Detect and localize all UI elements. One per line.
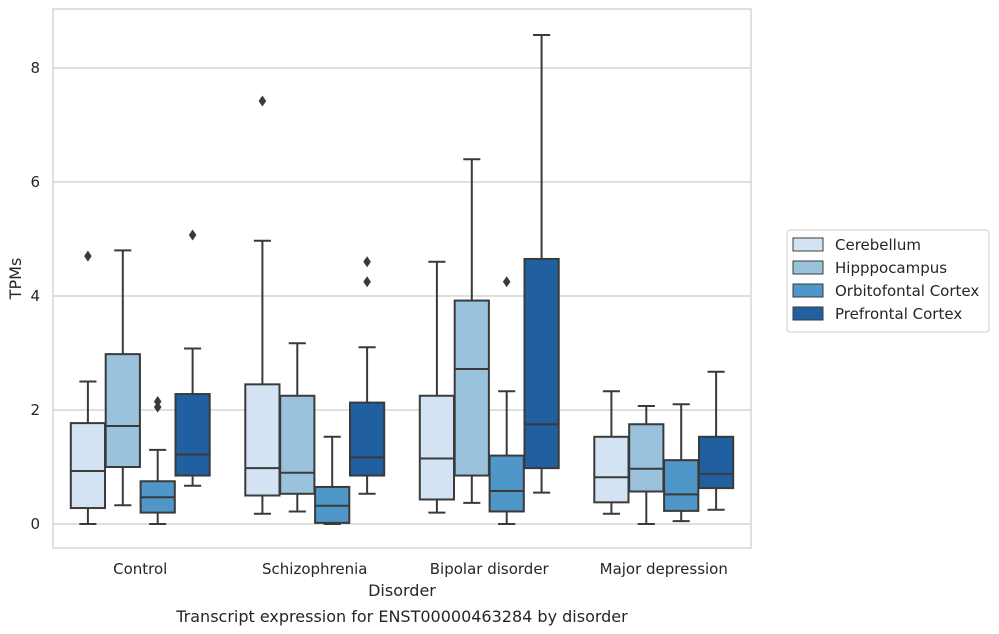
outlier-0 — [84, 250, 92, 262]
y-tick-labels: 0 2 4 6 8 — [30, 59, 40, 533]
box-iqr — [488, 454, 525, 513]
box-2-3 — [523, 33, 560, 494]
legend-label-2: Orbitofontal Cortex — [835, 282, 979, 300]
box-iqr — [348, 401, 386, 477]
y-axis-label: TPMs — [6, 258, 25, 301]
x-tick-1: Schizophrenia — [262, 560, 367, 578]
box-2-1 — [453, 158, 490, 504]
gridlines — [53, 67, 751, 525]
box-1-1 — [279, 342, 316, 513]
y-tick-6: 6 — [30, 173, 40, 191]
x-axis-label: Disorder — [368, 581, 436, 600]
box-iqr — [244, 383, 281, 497]
box-0-0 — [69, 250, 107, 525]
legend-swatch-1 — [792, 260, 824, 275]
box-iqr — [453, 299, 490, 477]
box-iqr — [279, 394, 316, 495]
box-0-2 — [139, 395, 176, 525]
outlier-1 — [153, 395, 162, 407]
legend-swatch-3 — [792, 306, 824, 321]
legend: Cerebellum Hipppocampus Orbitofontal Corte… — [786, 229, 990, 333]
box-iqr — [418, 394, 456, 501]
y-tick-4: 4 — [30, 287, 40, 305]
x-tick-labels: Control Schizophrenia Bipolar disorder Majo… — [113, 560, 728, 578]
box-iqr — [593, 435, 630, 504]
x-tick-2: Bipolar disorder — [430, 560, 550, 578]
box-3-0 — [593, 390, 630, 515]
x-tick-3: Major depression — [600, 560, 728, 578]
y-tick-2: 2 — [30, 401, 40, 419]
x-tick-0: Control — [113, 560, 167, 578]
outlier-0 — [153, 401, 162, 413]
box-1-2 — [314, 435, 351, 525]
legend-frame — [786, 229, 990, 333]
legend-label-3: Prefrontal Cortex — [835, 305, 962, 323]
legend-swatch-0 — [792, 237, 824, 252]
box-iqr — [69, 422, 107, 510]
outlier-0 — [188, 229, 197, 241]
box-groups — [69, 33, 735, 525]
box-iqr — [663, 459, 700, 512]
box-iqr — [174, 393, 211, 477]
y-tick-8: 8 — [30, 59, 40, 77]
box-3-2 — [663, 403, 700, 523]
box-1-0 — [244, 95, 281, 515]
box-iqr — [523, 257, 560, 470]
outlier-1 — [363, 256, 371, 268]
box-iqr — [104, 353, 141, 469]
outlier-0 — [502, 276, 511, 288]
chart-caption: Transcript expression for ENST0000046328… — [175, 607, 628, 626]
legend-label-0: Cerebellum — [835, 236, 921, 254]
box-2-0 — [418, 260, 456, 514]
outlier-0 — [258, 95, 267, 107]
box-3-1 — [628, 405, 665, 525]
y-tick-0: 0 — [30, 515, 40, 533]
box-1-3 — [348, 256, 386, 495]
legend-swatch-2 — [792, 283, 824, 298]
box-0-3 — [174, 229, 211, 487]
box-iqr — [697, 435, 735, 490]
box-3-3 — [697, 370, 735, 511]
box-iqr — [628, 423, 665, 493]
plot-frame — [52, 8, 752, 549]
box-2-2 — [488, 276, 525, 525]
outlier-0 — [363, 276, 371, 288]
legend-label-1: Hipppocampus — [835, 259, 947, 277]
box-0-1 — [104, 249, 141, 507]
